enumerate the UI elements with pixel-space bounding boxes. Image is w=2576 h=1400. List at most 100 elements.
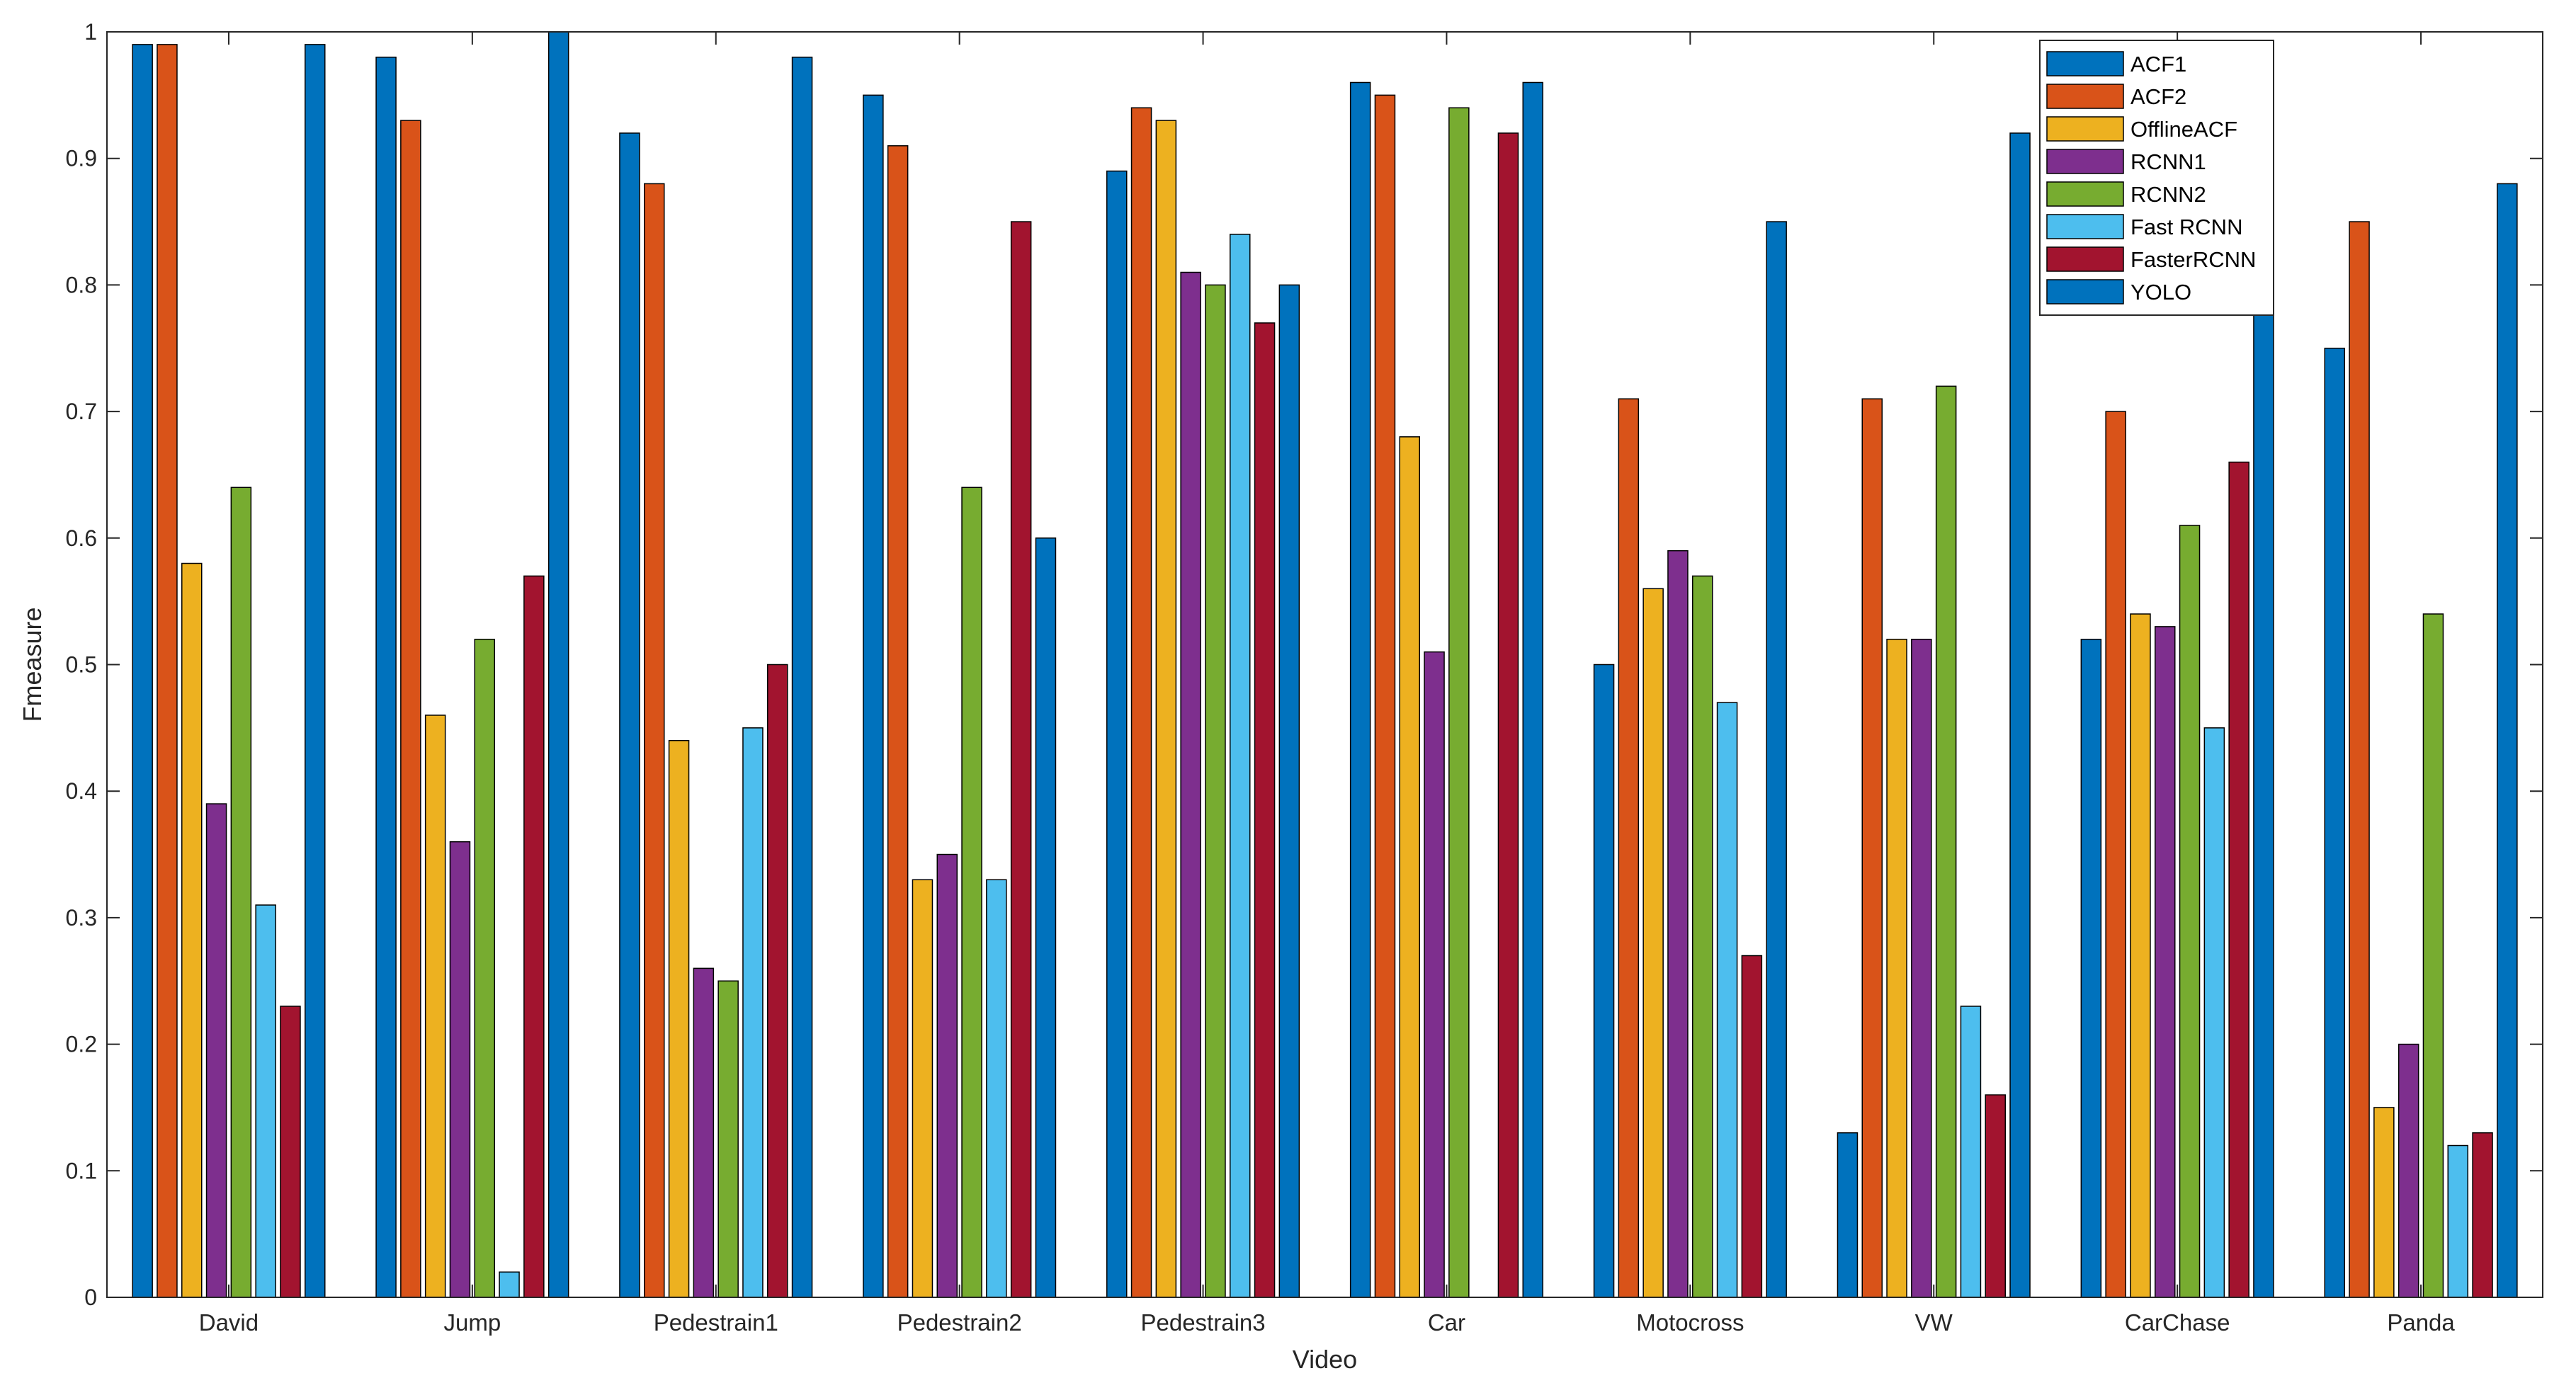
bar-acf2-panda	[2349, 221, 2370, 1298]
bar-rcnn2-jump	[474, 639, 495, 1298]
bar-offlineacf-pedestrain3	[1155, 120, 1177, 1298]
bar-acf2-pedestrain3	[1130, 107, 1152, 1298]
bar-fast-rcnn-motocross	[1716, 702, 1738, 1298]
x-tick-label-vw: VW	[1915, 1309, 1953, 1336]
bar-fasterrcnn-carchase	[2228, 461, 2249, 1298]
bar-acf1-david	[132, 44, 153, 1298]
bar-yolo-david	[305, 44, 326, 1298]
x-tick-label-pedestrain1: Pedestrain1	[654, 1309, 778, 1336]
bar-fasterrcnn-pedestrain3	[1254, 322, 1276, 1298]
y-tick-label: 0.6	[66, 525, 97, 551]
bar-fasterrcnn-vw	[1985, 1094, 2006, 1298]
legend-entry-offlineacf: OfflineACF	[2046, 116, 2237, 142]
bar-rcnn1-panda	[2398, 1043, 2419, 1298]
bar-yolo-pedestrain1	[791, 56, 813, 1298]
bar-rcnn2-pedestrain3	[1205, 284, 1226, 1298]
bar-acf2-pedestrain2	[887, 145, 909, 1298]
bar-fast-rcnn-pedestrain2	[986, 879, 1007, 1298]
legend-swatch	[2046, 181, 2124, 207]
legend-label: OfflineACF	[2130, 117, 2237, 142]
bar-fasterrcnn-pedestrain1	[767, 664, 788, 1298]
bar-yolo-panda	[2497, 183, 2518, 1298]
bar-offlineacf-jump	[424, 715, 446, 1298]
bar-rcnn1-vw	[1911, 639, 1932, 1298]
bar-fast-rcnn-vw	[1960, 1006, 1982, 1298]
legend-entry-acf2: ACF2	[2046, 84, 2186, 109]
bar-fast-rcnn-jump	[499, 1271, 520, 1298]
legend-label: RCNN2	[2130, 182, 2206, 207]
y-tick-label: 0.3	[66, 905, 97, 931]
bar-offlineacf-car	[1399, 436, 1420, 1298]
legend-swatch	[2046, 116, 2124, 142]
legend-entry-rcnn2: RCNN2	[2046, 181, 2206, 207]
x-tick-label-panda: Panda	[2387, 1309, 2455, 1336]
bar-rcnn2-panda	[2422, 613, 2444, 1298]
x-tick-label-carchase: CarChase	[2125, 1309, 2230, 1336]
bar-acf1-vw	[1837, 1132, 1859, 1298]
bar-rcnn1-carchase	[2155, 626, 2176, 1298]
bar-group-pedestrain3	[1106, 107, 1300, 1298]
bar-offlineacf-pedestrain2	[912, 879, 934, 1298]
legend-label: YOLO	[2130, 280, 2191, 305]
bar-yolo-pedestrain3	[1278, 284, 1300, 1298]
x-tick-label-jump: Jump	[443, 1309, 501, 1336]
bar-rcnn1-pedestrain3	[1180, 271, 1201, 1298]
bar-group-pedestrain2	[863, 94, 1057, 1298]
bar-acf2-pedestrain1	[644, 183, 665, 1298]
bar-acf1-panda	[2324, 348, 2345, 1298]
bar-rcnn2-carchase	[2179, 525, 2201, 1298]
y-tick-label: 1	[84, 19, 97, 45]
y-tick-label: 0.2	[66, 1032, 97, 1057]
bar-acf1-pedestrain3	[1106, 170, 1128, 1298]
bar-group-car	[1349, 81, 1543, 1298]
legend-items: ACF1 ACF2 OfflineACF RCNN1 RCNN2 Fast RCNN Fas…	[2046, 51, 2256, 305]
bar-rcnn1-car	[1424, 651, 1445, 1298]
bar-yolo-car	[1522, 81, 1543, 1298]
bar-acf1-pedestrain1	[619, 132, 640, 1298]
y-tick-label: 0.1	[66, 1158, 97, 1183]
bar-offlineacf-motocross	[1642, 588, 1664, 1298]
bar-yolo-vw	[2009, 132, 2031, 1298]
y-tick-label: 0.5	[66, 652, 97, 678]
y-tick-label: 0.8	[66, 272, 97, 297]
bar-acf2-david	[157, 44, 178, 1298]
bar-group-david	[132, 44, 326, 1298]
bar-acf1-car	[1349, 81, 1371, 1298]
bar-offlineacf-panda	[2373, 1107, 2395, 1298]
bar-rcnn1-pedestrain2	[936, 853, 958, 1298]
bar-rcnn2-vw	[1935, 385, 1957, 1298]
bar-fasterrcnn-jump	[523, 575, 545, 1298]
x-tick-label-motocross: Motocross	[1636, 1309, 1744, 1336]
y-axis-label: Fmeasure	[18, 607, 47, 722]
bar-yolo-motocross	[1766, 221, 1787, 1298]
legend-entry-fast-rcnn: Fast RCNN	[2046, 214, 2242, 239]
bar-rcnn1-motocross	[1667, 550, 1689, 1298]
y-tick-label: 0.9	[66, 146, 97, 171]
bar-offlineacf-david	[181, 562, 203, 1298]
legend-label: Fast RCNN	[2130, 215, 2242, 239]
legend-entry-yolo: YOLO	[2046, 279, 2191, 305]
legend-label: ACF2	[2130, 84, 2186, 109]
bar-acf2-car	[1374, 94, 1396, 1298]
bar-fast-rcnn-carchase	[2203, 727, 2225, 1298]
x-tick-label-pedestrain2: Pedestrain2	[897, 1309, 1022, 1336]
bar-yolo-pedestrain2	[1035, 537, 1057, 1298]
bar-rcnn2-pedestrain1	[717, 980, 739, 1298]
bar-acf1-motocross	[1593, 664, 1615, 1298]
bar-rcnn2-david	[230, 486, 252, 1298]
bar-acf2-jump	[400, 120, 421, 1298]
legend-swatch	[2046, 51, 2124, 76]
legend-swatch	[2046, 149, 2124, 174]
bar-group-vw	[1837, 132, 2031, 1298]
y-ticks-layer: 0 0.1 0.2 0.3 0.4 0.5 0.6 0.7 0.8 0.9 1	[66, 19, 2543, 1310]
legend: ACF1 ACF2 OfflineACF RCNN1 RCNN2 Fast RCNN Fas…	[2039, 40, 2274, 316]
legend-entry-fasterrcnn: FasterRCNN	[2046, 246, 2256, 272]
bar-offlineacf-carchase	[2130, 613, 2151, 1298]
legend-label: FasterRCNN	[2130, 247, 2256, 272]
bar-group-motocross	[1593, 221, 1787, 1298]
bar-fasterrcnn-motocross	[1741, 955, 1763, 1298]
y-tick-label: 0.4	[66, 778, 97, 804]
bar-acf1-jump	[375, 56, 397, 1298]
legend-box	[2039, 40, 2274, 316]
